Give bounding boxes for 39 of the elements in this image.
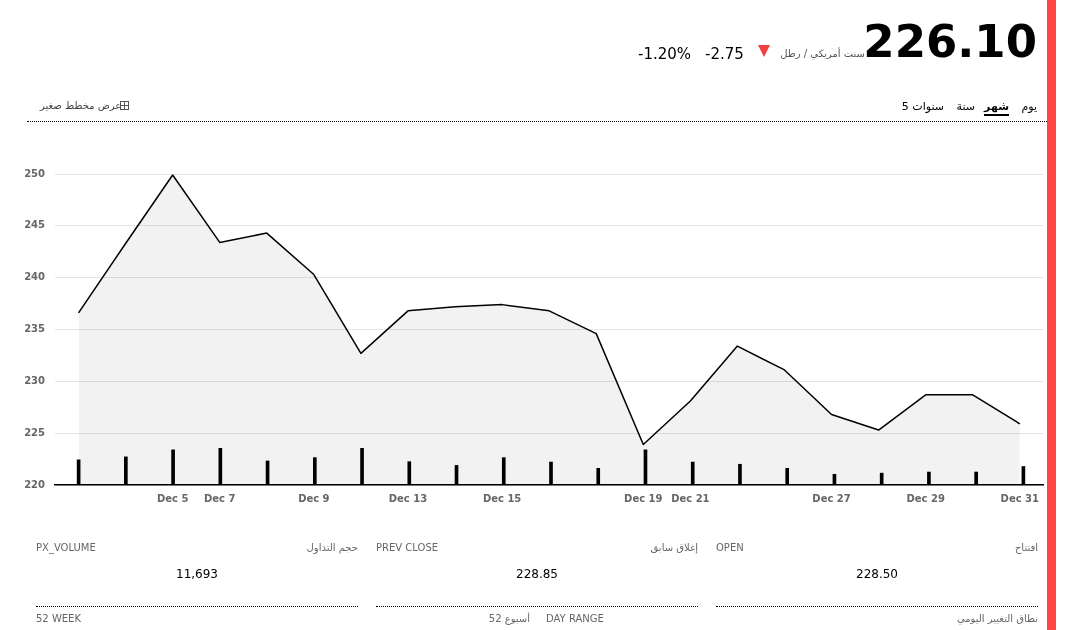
x-tick-label: Dec 19 <box>624 492 663 504</box>
x-tick-label: Dec 5 <box>156 492 189 504</box>
text: يوم <box>1021 100 1037 113</box>
y-tick-label: 250 <box>24 167 46 179</box>
text: 52 أسبوع <box>488 613 530 624</box>
text: PX_VOLUME <box>36 542 96 553</box>
x-tick-label: Dec 7 <box>203 492 236 504</box>
text: شهر <box>984 100 1009 113</box>
text: سنة <box>956 100 975 113</box>
text: PREV CLOSE <box>376 542 439 553</box>
text: 228.85 <box>516 567 558 581</box>
text: DAY RANGE <box>546 613 604 624</box>
x-tick-label: Dec 29 <box>906 492 945 504</box>
text: OPEN <box>716 542 744 553</box>
x-tick-label: Dec 13 <box>388 492 428 504</box>
text: 226.10 <box>863 15 1037 68</box>
text: افتتاح <box>1014 542 1038 553</box>
text: 228.50 <box>856 567 898 581</box>
y-tick-label: 230 <box>24 374 46 386</box>
y-tick-label: 235 <box>24 323 46 335</box>
y-tick-label: 240 <box>24 271 46 283</box>
text: 5 سنوات <box>901 100 944 113</box>
text: سنت أمريكي / رطل <box>780 48 865 59</box>
y-tick-label: 225 <box>24 426 46 438</box>
text: حجم التداول <box>306 542 358 553</box>
text: -2.75 <box>705 45 744 63</box>
text: -1.20% <box>638 45 692 63</box>
x-tick-label: Dec 31 <box>1000 492 1040 504</box>
text: نطاق التغيير اليومي <box>956 613 1038 624</box>
text: 52 WEEK <box>36 613 81 624</box>
x-tick-label: Dec 21 <box>671 492 710 504</box>
text: 11,693 <box>176 567 218 581</box>
y-tick-label: 245 <box>24 219 46 231</box>
x-tick-label: Dec 9 <box>298 492 330 504</box>
y-tick-label: 220 <box>24 478 46 490</box>
text: عرض مخطط صغير <box>40 100 122 111</box>
x-tick-label: Dec 27 <box>812 492 851 504</box>
x-tick-label: Dec 15 <box>482 492 522 504</box>
text: إغلاق سابق <box>650 542 698 553</box>
